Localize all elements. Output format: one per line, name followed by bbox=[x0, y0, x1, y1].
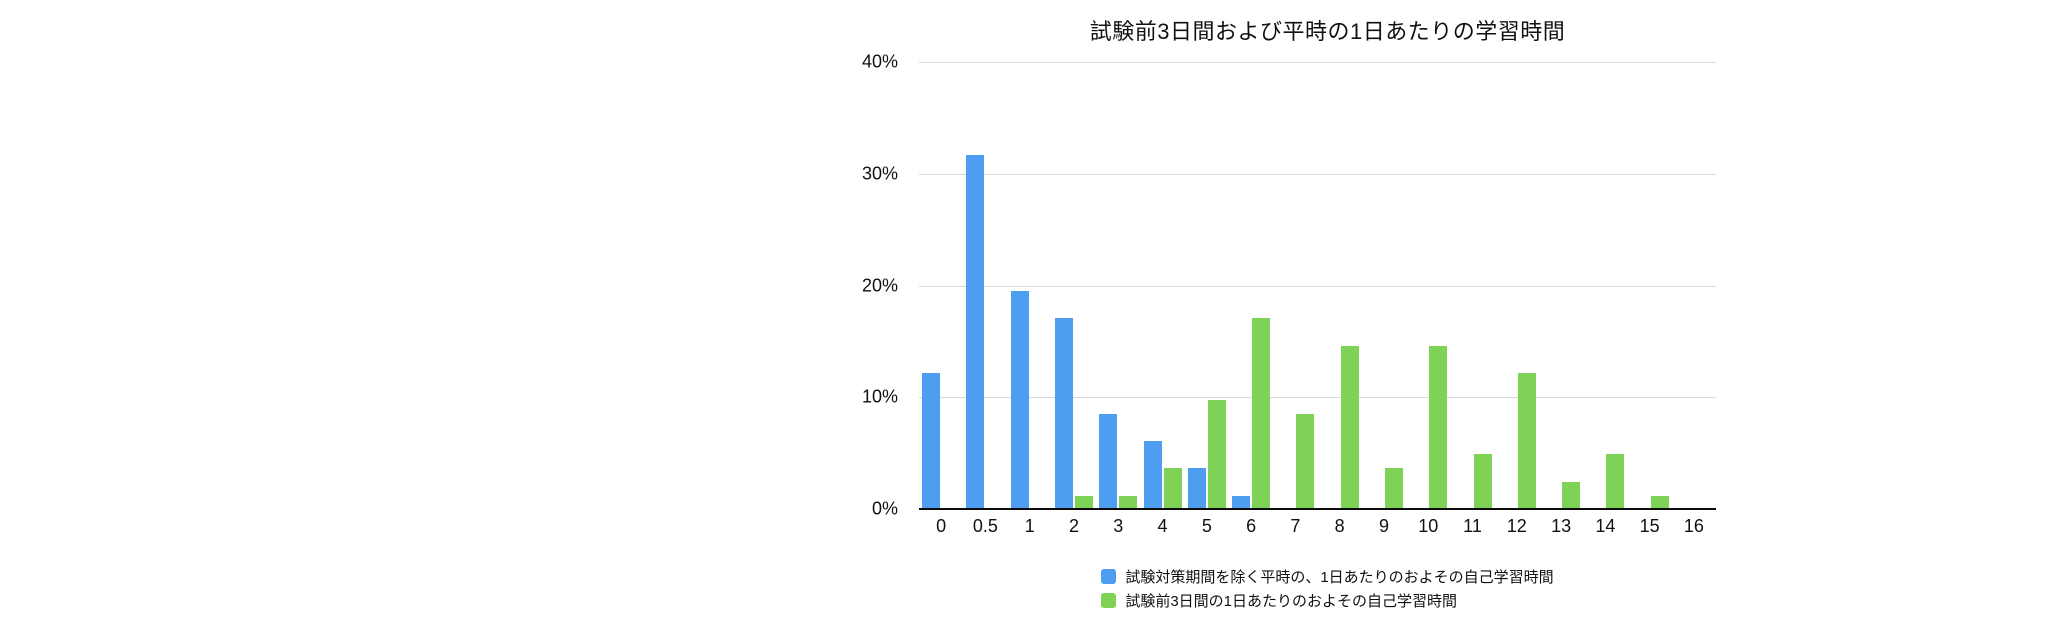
gridline bbox=[919, 173, 1716, 175]
x-tick-label: 15 bbox=[1639, 516, 1660, 536]
bar-group-6 bbox=[1229, 62, 1273, 509]
bar-series2-6 bbox=[1252, 317, 1271, 509]
bar-series2-14 bbox=[1606, 454, 1625, 509]
bar-series2-5 bbox=[1207, 399, 1226, 509]
x-tick-label: 4 bbox=[1157, 516, 1168, 536]
bar-series1-3 bbox=[1099, 414, 1118, 509]
bar-series2-12 bbox=[1517, 372, 1536, 509]
legend-label-pre-exam-days: 試験前3日間の1日あたりのおよその自己学習時間 bbox=[1125, 593, 1457, 610]
y-tick-label: 10% bbox=[861, 386, 898, 407]
bar-series1-1 bbox=[1010, 291, 1029, 509]
bar-series1-2 bbox=[1054, 317, 1073, 509]
x-tick-label: 14 bbox=[1595, 516, 1616, 536]
bar-group-8 bbox=[1318, 62, 1362, 509]
legend-swatch-green-icon bbox=[1101, 593, 1117, 608]
x-tick-label: 13 bbox=[1551, 516, 1572, 536]
bar-group-5 bbox=[1185, 62, 1229, 509]
bar-group-10 bbox=[1406, 62, 1450, 509]
x-tick-label: 8 bbox=[1334, 516, 1345, 536]
bar-series2-13 bbox=[1562, 482, 1581, 509]
y-tick-label: 0% bbox=[871, 498, 898, 519]
bar-group-15 bbox=[1628, 62, 1672, 509]
x-tick-label: 16 bbox=[1683, 516, 1704, 536]
bar-group-0.5 bbox=[963, 62, 1007, 509]
y-tick-label: 20% bbox=[861, 275, 898, 295]
gridline bbox=[919, 285, 1716, 287]
x-tick-label: 6 bbox=[1246, 516, 1257, 536]
legend-label-normal-days: 試験対策期間を除く平時の、1日あたりのおよその自己学習時間 bbox=[1125, 569, 1554, 586]
x-axis-labels: 0 0.5 1 2 3 4 5 6 7 8 9 10 11 12 13 14 15 16 bbox=[919, 516, 1716, 537]
gridline bbox=[919, 397, 1716, 399]
bar-series1-0 bbox=[922, 372, 941, 509]
x-tick-label: 3 bbox=[1113, 516, 1124, 536]
bar-series2-7 bbox=[1296, 414, 1315, 509]
bar-series2-9 bbox=[1384, 467, 1403, 509]
bar-group-13 bbox=[1539, 62, 1583, 509]
bar-group-1 bbox=[1008, 62, 1052, 509]
bar-series2-3 bbox=[1119, 495, 1138, 509]
bars-container bbox=[919, 62, 1716, 509]
bar-group-14 bbox=[1583, 62, 1627, 509]
bar-group-11 bbox=[1450, 62, 1494, 509]
plot-area: 40% 30% 20% 10% 0% bbox=[862, 52, 1716, 519]
bar-group-0 bbox=[919, 62, 963, 509]
legend-swatch-blue-icon bbox=[1101, 569, 1117, 584]
bar-group-16 bbox=[1672, 62, 1716, 509]
bar-group-3 bbox=[1096, 62, 1140, 509]
bar-series2-11 bbox=[1473, 454, 1492, 509]
x-tick-label: 0 bbox=[936, 516, 947, 536]
bar-series1-4 bbox=[1143, 440, 1162, 509]
bar-group-12 bbox=[1495, 62, 1539, 509]
bar-series2-15 bbox=[1650, 495, 1669, 509]
bar-group-4 bbox=[1140, 62, 1184, 509]
legend-item-normal-days: 試験対策期間を除く平時の、1日あたりのおよその自己学習時間 bbox=[1101, 566, 1554, 587]
x-tick-label: 7 bbox=[1290, 516, 1301, 536]
bar-group-7 bbox=[1273, 62, 1317, 509]
chart-legend: 試験対策期間を除く平時の、1日あたりのおよその自己学習時間 試験前3日間の1日あ… bbox=[905, 566, 1750, 611]
bar-series2-10 bbox=[1429, 345, 1448, 509]
bar-series2-4 bbox=[1163, 467, 1182, 509]
legend-item-pre-exam-days: 試験前3日間の1日あたりのおよその自己学習時間 bbox=[1101, 590, 1553, 611]
x-tick-label: 0.5 bbox=[972, 516, 998, 536]
bar-series2-2 bbox=[1074, 495, 1093, 509]
bar-series1-0.5 bbox=[966, 154, 985, 509]
x-tick-label: 11 bbox=[1463, 516, 1482, 536]
x-axis-line bbox=[919, 508, 1716, 510]
x-tick-label: 2 bbox=[1068, 516, 1079, 536]
x-tick-label: 1 bbox=[1024, 516, 1035, 536]
x-tick-label: 10 bbox=[1418, 516, 1439, 536]
x-tick-label: 12 bbox=[1506, 516, 1527, 536]
gridline bbox=[919, 62, 1716, 63]
y-tick-label: 30% bbox=[861, 163, 898, 184]
y-tick-label: 40% bbox=[861, 51, 898, 72]
chart-title: 試験前3日間および平時の1日あたりの学習時間 bbox=[1089, 19, 1566, 44]
legend-column: 試験対策期間を除く平時の、1日あたりのおよその自己学習時間 試験前3日間の1日あ… bbox=[1101, 566, 1554, 611]
x-tick-label: 5 bbox=[1201, 516, 1212, 536]
bar-group-2 bbox=[1052, 62, 1096, 509]
bar-series1-6 bbox=[1232, 495, 1251, 509]
bar-series1-5 bbox=[1187, 467, 1206, 509]
bar-series2-8 bbox=[1340, 345, 1359, 509]
x-tick-label: 9 bbox=[1378, 516, 1389, 536]
bar-group-9 bbox=[1362, 62, 1406, 509]
